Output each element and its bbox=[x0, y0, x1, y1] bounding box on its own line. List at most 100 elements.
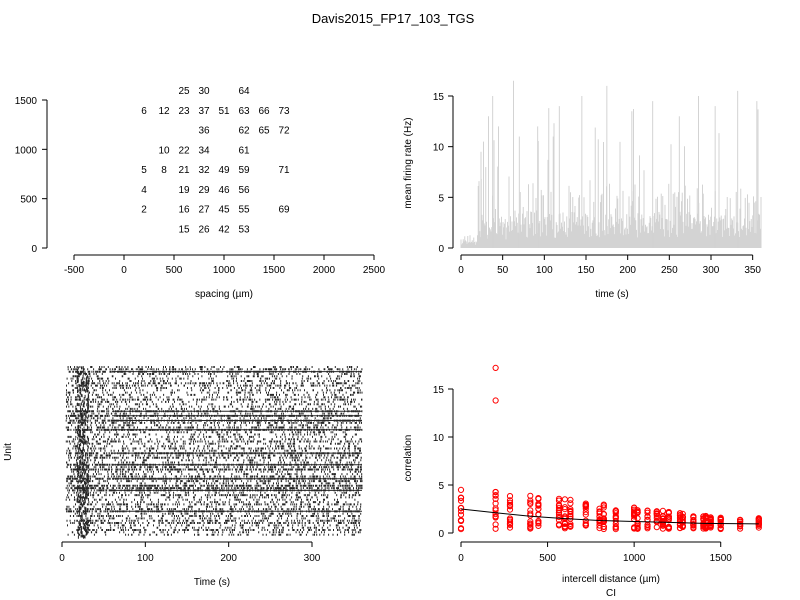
corr-point bbox=[527, 524, 534, 531]
corr-point bbox=[653, 524, 660, 531]
corr-point bbox=[600, 504, 607, 511]
site-label: 23 bbox=[178, 106, 190, 117]
rate-y-tick-label: 5 bbox=[438, 193, 444, 204]
site-label: 37 bbox=[198, 106, 210, 117]
correlation-panel: 0 500 1000 1500 0 5 10 15 intercell distance (µ… bbox=[403, 364, 762, 585]
corr-point bbox=[690, 516, 697, 524]
corr-point bbox=[535, 500, 542, 507]
raster-panel: 0 100 200 300 Time (s) Unit bbox=[3, 366, 363, 588]
corr-point bbox=[612, 507, 619, 514]
site-label: 65 bbox=[258, 126, 270, 137]
raster-ylabel: Unit bbox=[3, 443, 14, 461]
corr-point bbox=[527, 520, 534, 527]
site-label: 71 bbox=[278, 165, 290, 176]
corr-point bbox=[535, 517, 542, 525]
layout-y-tick-label: 500 bbox=[20, 195, 37, 206]
raster-xlabel: Time (s) bbox=[194, 577, 230, 588]
site-label: 45 bbox=[218, 205, 230, 216]
corr-point bbox=[653, 510, 660, 517]
corr-y-tick-label: 10 bbox=[433, 433, 445, 444]
raster-spikes bbox=[65, 366, 363, 539]
corr-point bbox=[582, 503, 589, 510]
layout-y-tick-label: 0 bbox=[31, 244, 37, 255]
site-label: 56 bbox=[238, 185, 250, 196]
corr-point bbox=[506, 516, 514, 524]
corr-point bbox=[457, 508, 465, 515]
corr-point bbox=[679, 514, 686, 521]
layout-x-tick-label: 2500 bbox=[363, 265, 386, 276]
corr-point bbox=[555, 495, 563, 502]
site-label: 27 bbox=[198, 205, 210, 216]
site-label: 34 bbox=[198, 145, 210, 156]
site-label: 42 bbox=[218, 224, 230, 235]
corr-point bbox=[665, 508, 672, 516]
corr-point bbox=[717, 516, 724, 524]
corr-point bbox=[561, 504, 569, 511]
site-label: 69 bbox=[278, 205, 290, 216]
raster-x-tick-label: 100 bbox=[137, 553, 154, 564]
corr-point bbox=[492, 488, 499, 496]
corr-point bbox=[737, 522, 744, 529]
corr-point bbox=[492, 397, 499, 404]
corr-point bbox=[644, 523, 651, 530]
corr-point bbox=[506, 499, 514, 506]
corr-point bbox=[527, 499, 534, 506]
corr-point bbox=[596, 510, 603, 517]
corr-point bbox=[567, 500, 574, 507]
corr-point bbox=[492, 495, 499, 502]
corr-point bbox=[679, 523, 686, 531]
corr-point bbox=[653, 515, 660, 522]
site-label: 55 bbox=[238, 205, 250, 216]
corr-point bbox=[492, 364, 499, 371]
raster-plot: 0 100 200 300 bbox=[59, 366, 363, 564]
rate-x-tick-label: 200 bbox=[619, 265, 636, 276]
corr-point bbox=[561, 496, 569, 503]
rate-x-tick-label: 300 bbox=[703, 265, 720, 276]
rate-plot: 0 50 100 150 200 250 300 350 0 5 10 15 bbox=[433, 80, 762, 276]
rate-x-tick-label: 0 bbox=[458, 265, 464, 276]
corr-point bbox=[567, 496, 574, 503]
corr-point bbox=[659, 522, 667, 529]
corr-point bbox=[690, 525, 697, 532]
corr-point bbox=[634, 507, 641, 514]
corr-point bbox=[567, 510, 574, 518]
corr-point bbox=[555, 504, 563, 511]
corr-point bbox=[582, 521, 589, 528]
corr-point bbox=[644, 513, 651, 520]
site-label: 6 bbox=[141, 106, 147, 117]
corr-x-tick-label: 1500 bbox=[710, 553, 733, 564]
corr-point bbox=[492, 525, 499, 532]
corr-point bbox=[755, 517, 762, 524]
corr-point bbox=[555, 511, 563, 518]
corr-fit-line bbox=[460, 508, 759, 525]
corr-point bbox=[644, 509, 651, 516]
site-label: 73 bbox=[278, 106, 290, 117]
corr-point bbox=[600, 501, 607, 508]
corr-point bbox=[457, 497, 465, 504]
raster-x-tick-label: 200 bbox=[220, 553, 237, 564]
corr-y-tick-label: 15 bbox=[433, 385, 445, 396]
site-label: 30 bbox=[198, 86, 210, 97]
corr-point bbox=[717, 524, 724, 532]
rate-y-tick-label: 0 bbox=[438, 244, 444, 255]
site-label: 10 bbox=[158, 145, 170, 156]
rate-x-tick-label: 100 bbox=[536, 265, 553, 276]
corr-point bbox=[665, 513, 672, 520]
corr-point bbox=[679, 510, 686, 518]
corr-point bbox=[457, 517, 465, 525]
site-label: 22 bbox=[178, 145, 190, 156]
layout-y-tick-label: 1500 bbox=[15, 96, 38, 107]
site-label: 46 bbox=[218, 185, 230, 196]
corr-point bbox=[492, 500, 499, 507]
layout-x-tick-label: 1000 bbox=[213, 265, 236, 276]
corr-point bbox=[600, 510, 607, 518]
site-label: 29 bbox=[198, 185, 210, 196]
site-label: 26 bbox=[198, 224, 210, 235]
layout-x-tick-label: 0 bbox=[121, 265, 127, 276]
layout-xlabel: spacing (µm) bbox=[195, 289, 253, 300]
corr-point bbox=[737, 516, 744, 524]
corr-point bbox=[457, 486, 465, 493]
corr-point bbox=[600, 525, 607, 533]
layout-x-tick-label: 500 bbox=[166, 265, 183, 276]
